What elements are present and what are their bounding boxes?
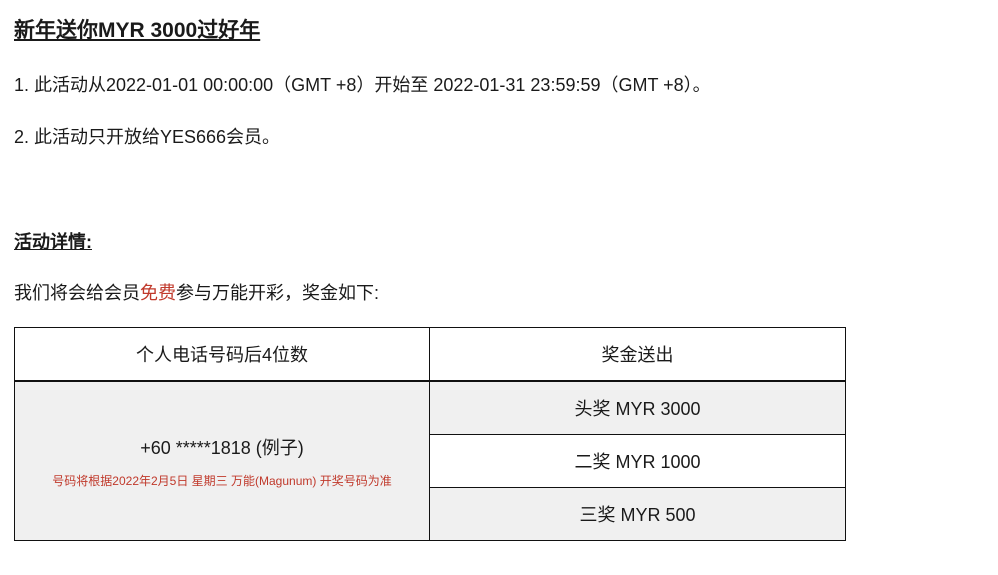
- header-phone-digits: 个人电话号码后4位数: [14, 327, 430, 382]
- draw-note: 号码将根据2022年2月5日 星期三 万能(Magunum) 开奖号码为准: [52, 473, 392, 488]
- header-prize: 奖金送出: [429, 327, 846, 382]
- rule-eligibility: 2. 此活动只开放给YES666会员。: [14, 127, 281, 147]
- phone-example-cell: +60 *****1818 (例子) 号码将根据2022年2月5日 星期三 万能…: [14, 380, 430, 541]
- prize-second: 二奖 MYR 1000: [429, 434, 846, 488]
- prize-table: 个人电话号码后4位数 奖金送出 +60 *****1818 (例子) 号码将根据…: [14, 327, 846, 541]
- details-heading: 活动详情:: [14, 232, 92, 252]
- phone-example: +60 *****1818 (例子): [140, 437, 304, 458]
- intro-text: 我们将会给会员: [14, 283, 140, 303]
- table-header-row: 个人电话号码后4位数 奖金送出: [14, 327, 846, 382]
- intro-text-end: 参与万能开彩，奖金如下:: [176, 283, 379, 303]
- details-intro: 我们将会给会员免费参与万能开彩，奖金如下:: [14, 279, 379, 305]
- prize-first: 头奖 MYR 3000: [429, 380, 846, 435]
- page-title: 新年送你MYR 3000过好年: [14, 19, 261, 42]
- free-highlight: 免费: [140, 283, 176, 303]
- table-row: 三奖 MYR 500: [15, 487, 846, 541]
- prize-third: 三奖 MYR 500: [429, 487, 846, 541]
- table-row: 二奖 MYR 1000: [15, 434, 846, 488]
- rule-period: 1. 此活动从2022-01-01 00:00:00（GMT +8）开始至 20…: [14, 75, 711, 95]
- table-row: +60 *****1818 (例子) 号码将根据2022年2月5日 星期三 万能…: [14, 380, 846, 541]
